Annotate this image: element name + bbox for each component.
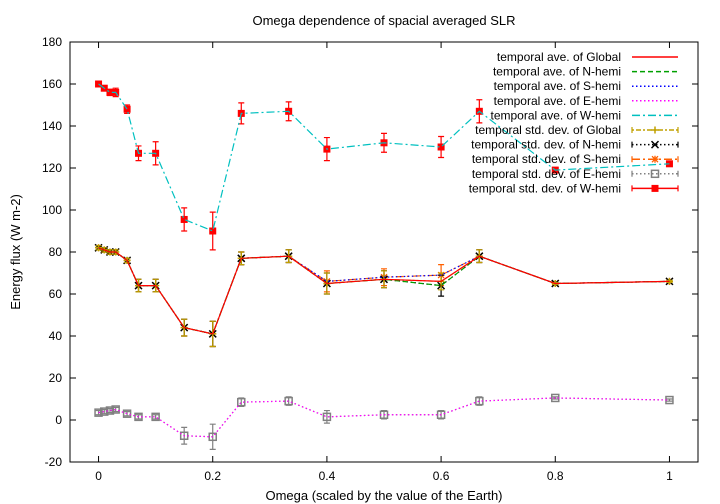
legend-errorbar-cap <box>631 127 679 133</box>
y-axis-label: Energy flux (W m-2) <box>8 194 23 310</box>
series-3 <box>98 397 670 438</box>
data-point <box>106 88 114 96</box>
legend-errorbar-cap <box>631 185 679 192</box>
x-tick-label: 0.2 <box>204 469 221 483</box>
data-point <box>437 143 445 151</box>
legend-label: temporal std. dev. of S-hemi <box>472 152 621 166</box>
data-point <box>651 184 659 192</box>
legend-label: temporal std. dev. of W-hemi <box>469 181 621 195</box>
series-4 <box>98 83 670 232</box>
legend-label: temporal ave. of W-hemi <box>491 108 622 122</box>
y-tick-label: 20 <box>49 371 63 385</box>
data-point <box>180 215 188 223</box>
chart-title: Omega dependence of spacial averaged SLR <box>252 13 515 28</box>
data-point <box>651 126 659 134</box>
legend-label: temporal std. dev. of Global <box>475 123 621 137</box>
data-point <box>284 396 293 406</box>
legend-label: temporal ave. of N-hemi <box>493 65 621 79</box>
data-point <box>151 412 160 422</box>
legend-label: temporal ave. of Global <box>497 50 621 64</box>
series-7 <box>95 244 673 348</box>
series-8 <box>94 393 674 450</box>
legend-errorbar-cap <box>631 156 679 163</box>
x-tick-label: 0.8 <box>547 469 564 483</box>
x-tick-label: 1 <box>666 469 673 483</box>
y-tick-label: 180 <box>42 35 62 49</box>
series-5 <box>95 244 673 348</box>
data-point <box>100 407 109 416</box>
error-bar <box>552 396 559 400</box>
data-point <box>208 432 217 442</box>
series-line <box>98 247 670 335</box>
x-tick-label: 0.4 <box>319 469 336 483</box>
data-point <box>651 155 659 163</box>
y-tick-label: 140 <box>42 119 62 133</box>
legend-errorbar-cap <box>631 141 679 148</box>
y-tick-label: 60 <box>49 287 63 301</box>
y-tick-label: 80 <box>49 245 63 259</box>
x-tick-label: 0.6 <box>433 469 450 483</box>
data-point <box>94 408 103 417</box>
series-6 <box>94 243 674 348</box>
data-point <box>650 169 660 179</box>
data-point <box>436 410 446 419</box>
y-tick-label: 100 <box>42 203 62 217</box>
y-tick-label: 120 <box>42 161 62 175</box>
data-point <box>105 406 115 415</box>
legend-errorbar-cap <box>631 170 679 177</box>
y-tick-label: 0 <box>55 413 62 427</box>
data-point <box>122 409 132 418</box>
x-tick-label: 0 <box>95 469 102 483</box>
y-tick-label: 40 <box>49 329 63 343</box>
y-tick-label: -20 <box>45 455 63 469</box>
data-point <box>123 105 131 113</box>
legend-label: temporal std. dev. of N-hemi <box>471 138 621 152</box>
legend-label: temporal ave. of E-hemi <box>494 94 621 108</box>
legend-label: temporal ave. of S-hemi <box>494 79 621 93</box>
error-bar <box>152 414 159 420</box>
data-point <box>322 412 332 422</box>
x-axis-label: Omega (scaled by the value of the Earth) <box>265 488 502 503</box>
series-line <box>98 83 670 232</box>
series-0 <box>98 247 670 335</box>
error-bar <box>124 411 131 417</box>
data-point <box>650 140 660 149</box>
legend-label: temporal std. dev. of E-hemi <box>472 167 621 181</box>
data-point <box>209 227 217 235</box>
data-point <box>111 405 120 414</box>
error-bar <box>666 398 673 402</box>
series-line <box>98 397 670 438</box>
data-point <box>237 397 246 407</box>
y-tick-label: 160 <box>42 77 62 91</box>
